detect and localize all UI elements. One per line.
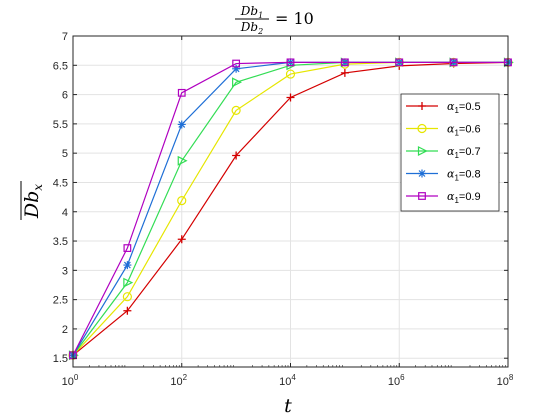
y-tick-label: 3.5 — [53, 236, 68, 248]
marker-shape — [286, 58, 295, 67]
x-axis-label: t — [284, 395, 292, 417]
legend-box — [400, 93, 500, 212]
marker-shape — [177, 88, 186, 97]
data-point — [286, 93, 295, 102]
legend-marker — [418, 102, 426, 110]
data-point — [285, 69, 296, 79]
y-tick-label: 7 — [62, 31, 68, 43]
marker-shape — [123, 306, 132, 315]
x-tick-label: 108 — [497, 373, 514, 388]
axis-ticks: 100 102 104 106 108 1.5 2 2.5 3 3.5 4 4.5 5 5.5 6 6.5 7 — [53, 31, 514, 388]
data-point — [232, 151, 241, 160]
x-tick-label: 104 — [279, 373, 296, 388]
title-denominator: Db — [240, 20, 258, 34]
legend-marker — [417, 146, 428, 156]
y-tick-label: 1.5 — [53, 353, 68, 365]
data-point — [123, 306, 132, 315]
title-equals: = 10 — [275, 9, 314, 28]
marker-shape — [286, 93, 295, 102]
y-axis-label-group: Dbx — [20, 181, 45, 220]
title-denominator-sub: 2 — [257, 27, 263, 36]
marker-shape — [340, 68, 349, 77]
title-numerator-sub: 1 — [258, 11, 263, 20]
svg-text:Dbx: Dbx — [21, 184, 45, 219]
data-point — [395, 58, 404, 67]
legend: α1=0.5 α1=0.6 α1=0.7 α1=0.8 α1=0.9 — [400, 93, 500, 212]
marker-shape — [340, 58, 349, 67]
marker-shape — [123, 244, 132, 252]
y-tick-label: 5.5 — [53, 119, 68, 131]
series-line — [72, 61, 508, 356]
marker-shape — [418, 102, 426, 110]
title-numerator: Db — [240, 4, 258, 18]
marker-shape — [177, 155, 188, 166]
marker-shape — [418, 192, 426, 200]
data-point — [232, 64, 241, 73]
legend-item: α1=0.6 — [406, 123, 481, 138]
marker-shape — [177, 196, 187, 206]
marker-shape — [417, 123, 427, 134]
marker-shape — [122, 292, 132, 302]
legend-item: α1=0.7 — [406, 145, 481, 160]
marker-shape — [177, 120, 186, 129]
data-point — [340, 68, 349, 77]
marker-shape — [232, 151, 241, 160]
legend-item: α1=0.5 — [406, 100, 481, 115]
legend-label: α1=0.5 — [447, 100, 481, 115]
y-tick-label: 4.5 — [53, 177, 68, 189]
x-tick-label: 100 — [62, 373, 79, 388]
marker-shape — [231, 105, 241, 116]
marker-shape — [232, 59, 241, 68]
data-point — [177, 155, 188, 166]
marker-shape — [123, 261, 132, 270]
data-point — [123, 277, 134, 288]
data-point — [232, 59, 241, 68]
y-tick-label: 2 — [62, 324, 68, 336]
y-tick-label: 6.5 — [53, 60, 68, 72]
legend-marker — [418, 192, 426, 200]
data-point — [177, 120, 186, 129]
data-point — [177, 88, 186, 97]
legend-label: α1=0.8 — [447, 168, 481, 183]
marker-shape — [395, 58, 404, 67]
x-tick-label: 102 — [170, 373, 187, 388]
y-tick-label: 4 — [62, 207, 68, 219]
legend-marker — [418, 169, 426, 178]
marker-shape — [123, 277, 134, 288]
data-point — [123, 261, 132, 270]
y-axis-label-sub: x — [31, 184, 45, 191]
marker-shape — [418, 169, 426, 178]
x-tick-label: 106 — [388, 373, 405, 388]
marker-shape — [449, 58, 458, 67]
data-point — [177, 235, 186, 244]
legend-label: α1=0.7 — [447, 145, 481, 160]
chart-title: Db1 Db2 = 10 — [235, 4, 314, 36]
legend-marker — [417, 123, 427, 134]
y-tick-label: 6 — [62, 90, 68, 102]
data-point — [123, 244, 132, 252]
y-tick-label: 3 — [62, 265, 68, 277]
marker-shape — [177, 235, 186, 244]
y-tick-label: 2.5 — [53, 295, 68, 307]
marker-shape — [232, 77, 242, 88]
legend-item: α1=0.8 — [406, 168, 481, 183]
marker-shape — [285, 69, 296, 79]
data-point — [231, 105, 241, 116]
data-point — [122, 292, 132, 302]
marker-shape — [232, 64, 241, 73]
legend-item: α1=0.9 — [406, 190, 481, 205]
legend-label: α1=0.9 — [447, 190, 481, 205]
data-point — [177, 196, 187, 206]
marker-shape — [417, 146, 428, 156]
svg-text:Db2: Db2 — [240, 20, 263, 36]
y-tick-label: 5 — [62, 148, 68, 160]
data-point — [232, 77, 242, 88]
data-point — [340, 58, 349, 67]
data-point — [449, 58, 458, 67]
svg-text:Db1: Db1 — [240, 4, 263, 20]
y-axis-label: Db — [21, 191, 43, 219]
legend-label: α1=0.6 — [447, 123, 481, 138]
data-point — [286, 58, 295, 67]
